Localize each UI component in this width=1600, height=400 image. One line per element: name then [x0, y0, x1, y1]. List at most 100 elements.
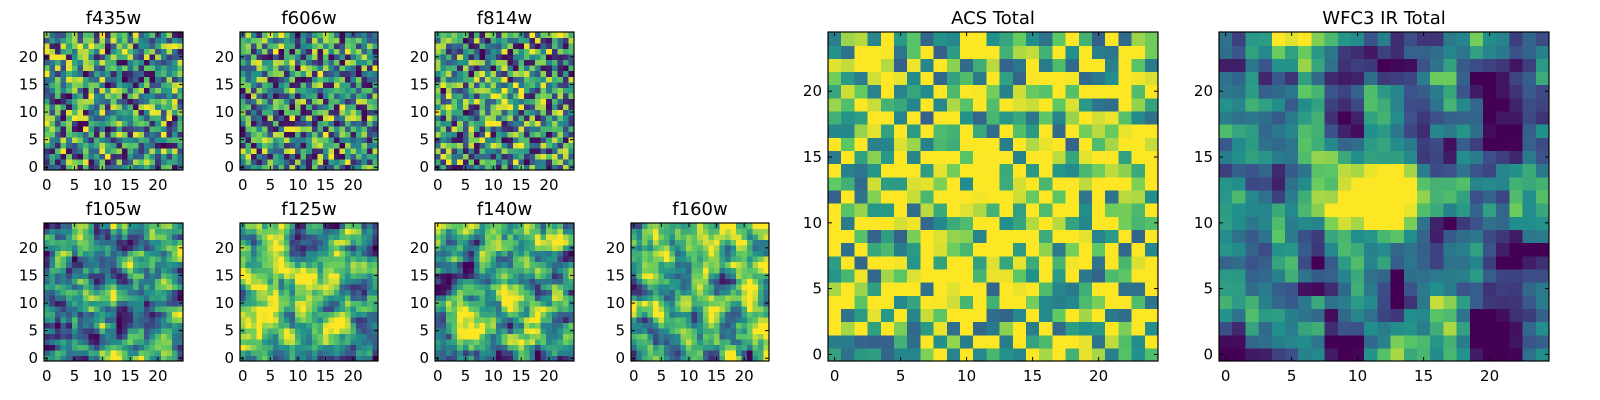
heatmap-cell	[289, 261, 296, 268]
heatmap-cell	[144, 300, 151, 307]
heatmap-cell	[735, 300, 742, 307]
heatmap-cell	[328, 316, 335, 323]
heatmap-cell	[562, 261, 570, 268]
heatmap-cell	[155, 261, 162, 268]
heatmap-cell	[1012, 255, 1027, 270]
heatmap-cell	[496, 48, 503, 55]
heatmap-cell	[440, 344, 447, 351]
heatmap-cell	[306, 37, 313, 44]
heatmap-cell	[697, 311, 704, 318]
heatmap-cell	[60, 344, 67, 351]
heatmap-cell	[278, 153, 285, 160]
heatmap-cell	[658, 294, 665, 301]
heatmap-cell	[1078, 242, 1093, 257]
heatmap-cell	[529, 278, 536, 285]
heatmap-cell	[440, 261, 447, 268]
heatmap-cell	[462, 272, 469, 279]
heatmap-cell	[105, 120, 112, 127]
heatmap-cell	[507, 76, 514, 83]
heatmap-cell	[702, 256, 709, 263]
heatmap-cell	[546, 142, 553, 149]
heatmap-cell	[1026, 295, 1040, 309]
heatmap-cell	[933, 255, 948, 270]
heatmap-cell	[127, 48, 134, 55]
heatmap-cell	[446, 261, 453, 268]
heatmap-cell	[664, 338, 671, 346]
heatmap-cell	[116, 59, 123, 66]
heatmap-cell	[546, 147, 553, 155]
heatmap-cell	[121, 37, 128, 44]
heatmap-cell	[251, 223, 258, 230]
heatmap-cell	[730, 316, 737, 323]
heatmap-cell	[557, 59, 564, 66]
heatmap-cell	[295, 158, 302, 166]
heatmap-cell	[311, 267, 318, 274]
heatmap-cell	[105, 125, 112, 132]
heatmap-cell	[757, 305, 765, 312]
heatmap-cell	[933, 295, 948, 309]
heatmap-cell	[490, 120, 497, 127]
heatmap-cell	[121, 344, 128, 351]
heatmap-cell	[49, 316, 56, 323]
heatmap-cell	[735, 311, 742, 318]
heatmap-cell	[636, 261, 643, 268]
heatmap-cell	[138, 98, 145, 105]
heatmap-cell	[155, 136, 162, 143]
heatmap-cell	[44, 65, 51, 72]
heatmap-cell	[512, 131, 519, 138]
heatmap-cell	[177, 153, 184, 160]
heatmap-cell	[546, 344, 553, 351]
heatmap-cell	[719, 349, 726, 357]
heatmap-cell	[828, 308, 842, 323]
heatmap-cell	[535, 43, 542, 50]
heatmap-cell	[440, 32, 447, 39]
heatmap-cell	[473, 70, 481, 77]
heatmap-cell	[66, 316, 73, 323]
heatmap-cell	[518, 147, 525, 155]
heatmap-cell	[295, 267, 302, 274]
heatmap-cell	[1039, 189, 1053, 204]
heatmap-cell	[451, 109, 458, 116]
heatmap-cell	[1052, 242, 1067, 257]
heatmap-cell	[256, 147, 263, 155]
heatmap-cell	[1118, 268, 1133, 283]
heatmap-cell	[551, 59, 558, 66]
heatmap-cell	[540, 250, 547, 257]
heatmap-cell	[262, 92, 269, 99]
heatmap-cell	[451, 261, 458, 268]
heatmap-cell	[724, 300, 731, 307]
heatmap-cell	[55, 322, 62, 329]
heatmap-cell	[295, 228, 302, 235]
heatmap-cell	[440, 43, 447, 50]
heatmap-cell	[658, 250, 665, 257]
heatmap-cell	[535, 311, 542, 318]
heatmap-cell	[557, 338, 564, 346]
heatmap-cell	[289, 103, 296, 110]
heatmap-cell	[551, 65, 558, 72]
panel-title: f814w	[477, 8, 532, 29]
heatmap-cell	[653, 349, 660, 357]
heatmap-cell	[55, 70, 62, 77]
heatmap-cell	[512, 333, 519, 340]
heatmap-cell	[339, 65, 346, 72]
heatmap-cell	[446, 65, 453, 72]
heatmap-cell	[451, 267, 458, 274]
heatmap-cell	[251, 37, 258, 44]
heatmap-cell	[77, 322, 84, 329]
heatmap-cell	[256, 142, 263, 149]
heatmap-cell	[94, 322, 101, 329]
heatmap-cell	[88, 125, 95, 132]
heatmap-cell	[240, 289, 247, 296]
heatmap-cell	[273, 98, 280, 105]
heatmap-cell	[946, 176, 961, 191]
heatmap-cell	[642, 234, 649, 241]
heatmap-cell	[110, 316, 117, 323]
heatmap-cell	[435, 70, 442, 77]
heatmap-cell	[99, 322, 106, 329]
x-tick-label: 15	[121, 367, 140, 385]
heatmap-cell	[523, 338, 531, 346]
heatmap-cell	[451, 322, 458, 329]
heatmap-cell	[240, 120, 247, 127]
heatmap-cell	[328, 136, 335, 143]
heatmap-cell	[300, 338, 307, 346]
